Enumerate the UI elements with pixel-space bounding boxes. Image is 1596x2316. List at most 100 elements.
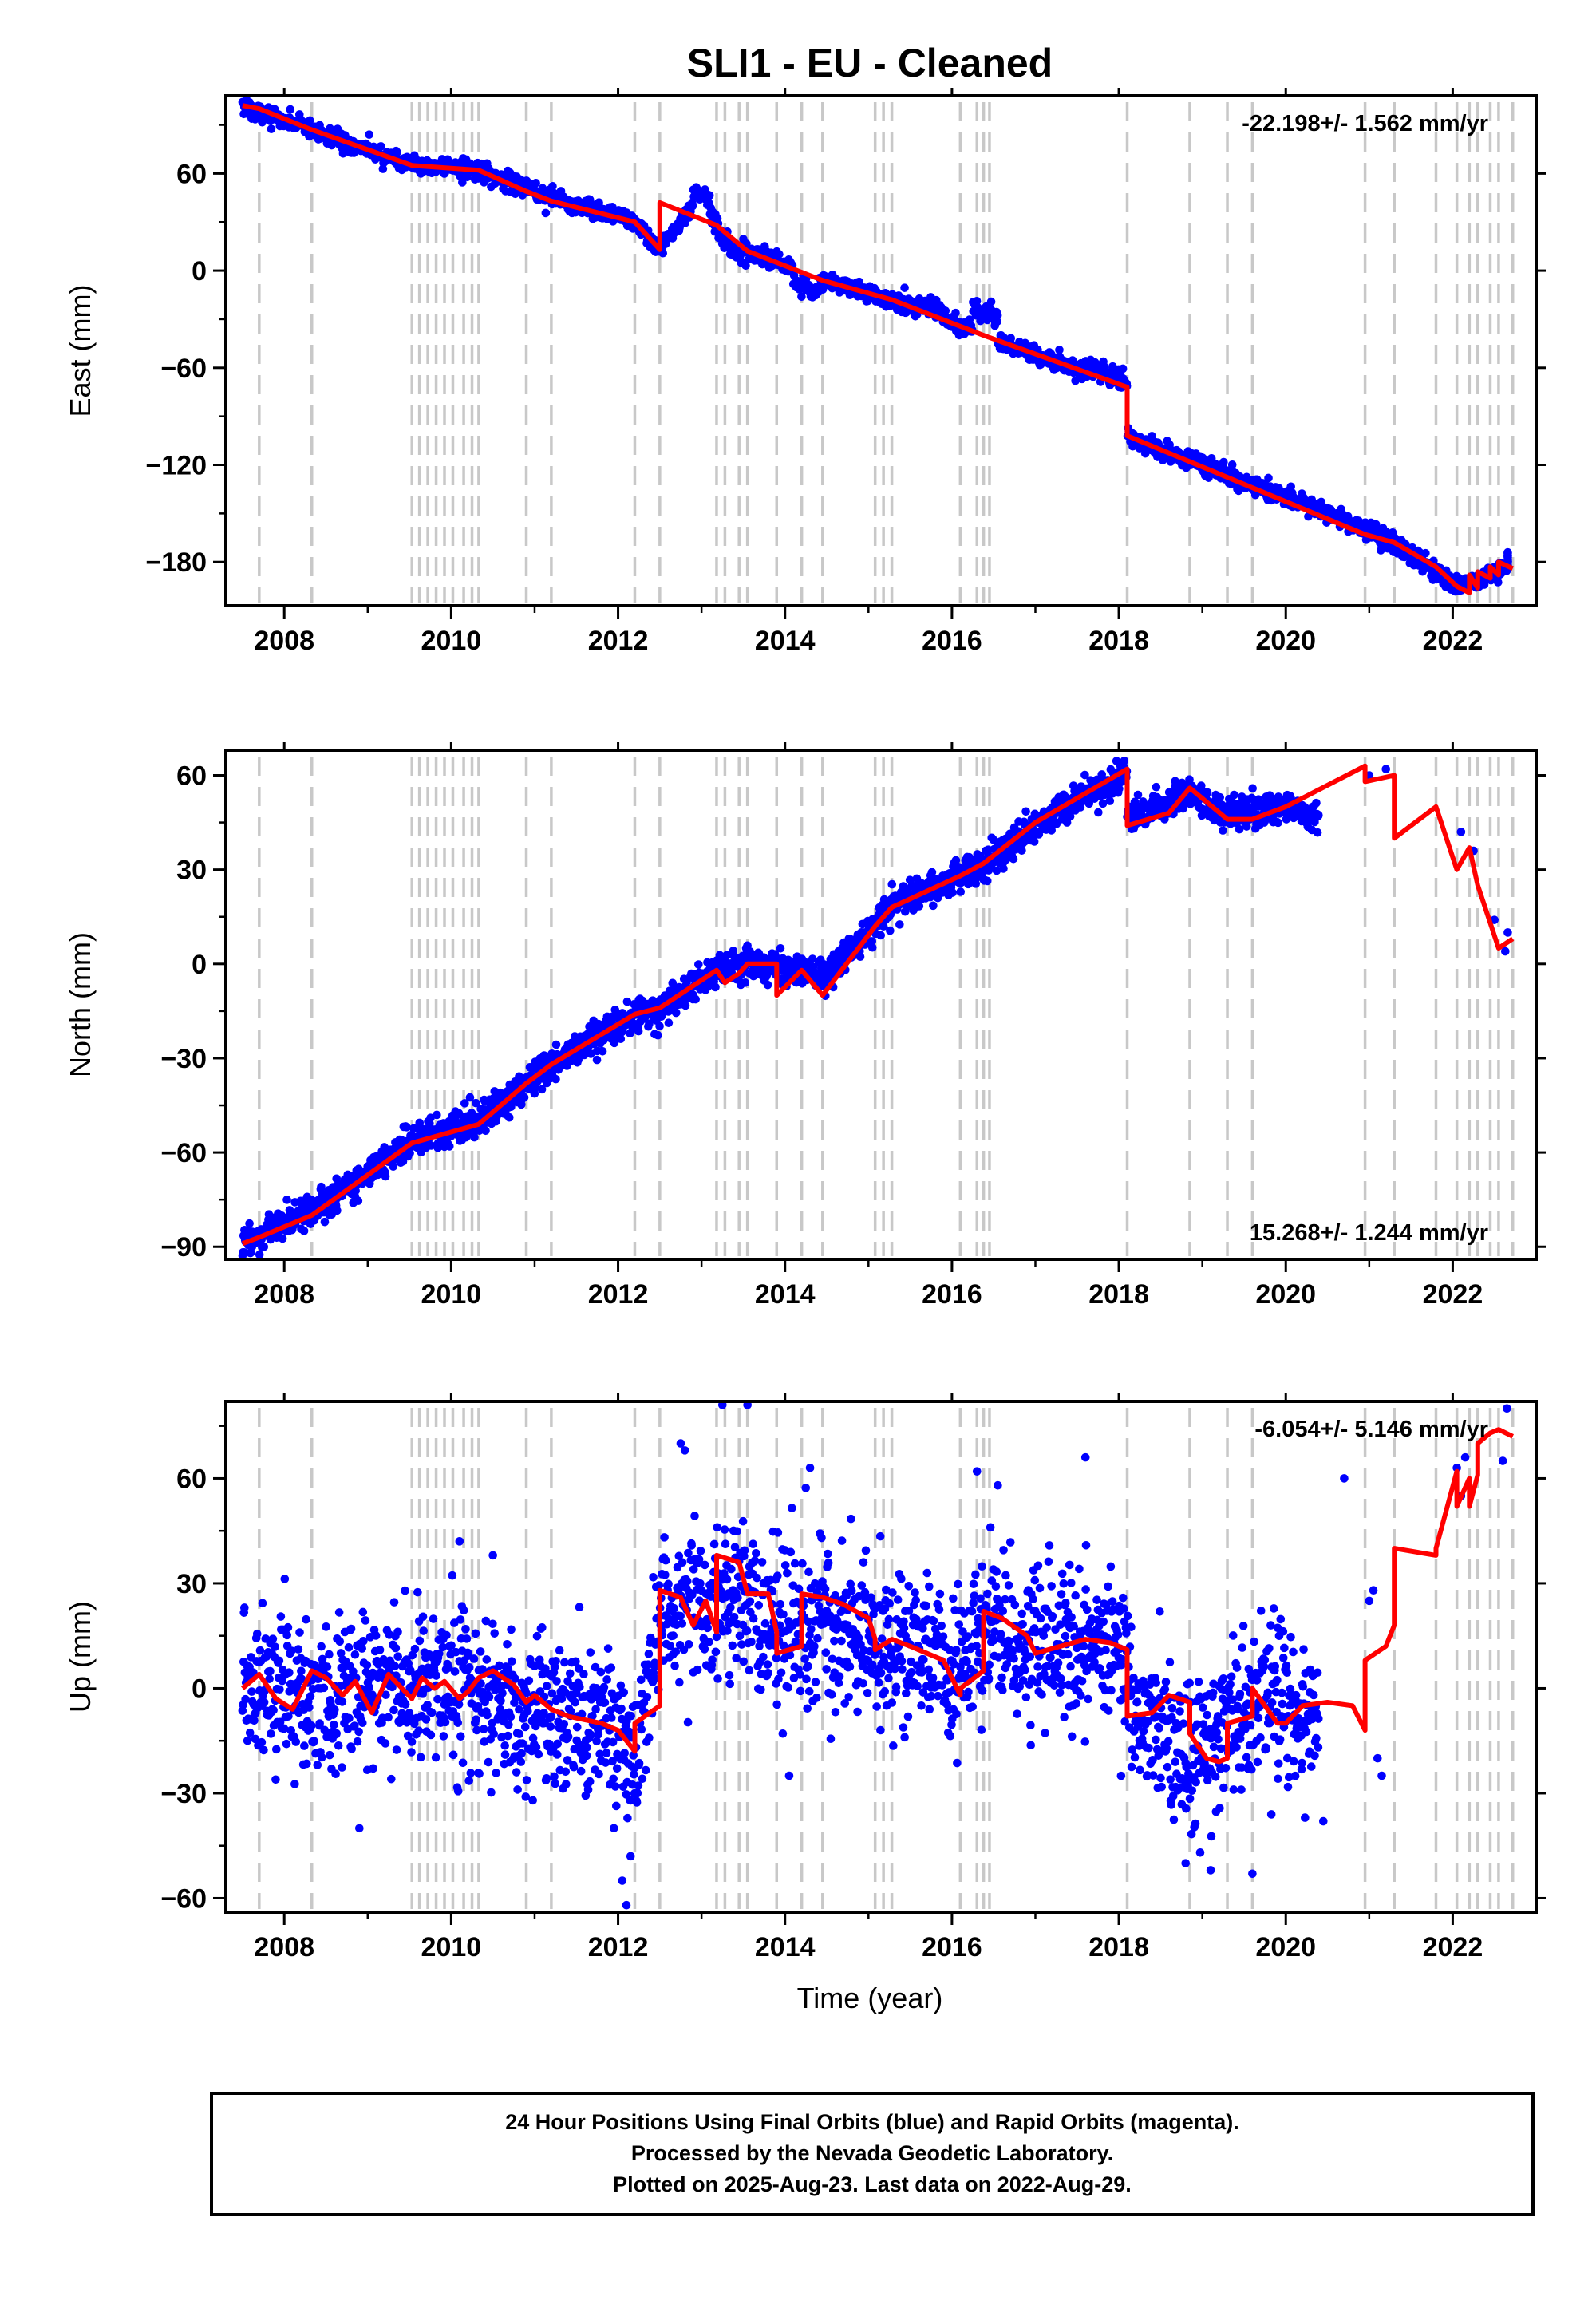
data-point bbox=[358, 1607, 368, 1617]
data-point bbox=[465, 1093, 475, 1102]
rate-label: 15.268+/- 1.244 mm/yr bbox=[1250, 1220, 1488, 1246]
data-point bbox=[1219, 457, 1228, 467]
data-point bbox=[290, 1780, 299, 1788]
data-point bbox=[808, 954, 817, 963]
data-point bbox=[551, 1040, 561, 1049]
data-point bbox=[956, 887, 966, 896]
x-tick-label: 2018 bbox=[1088, 626, 1149, 656]
data-point bbox=[361, 1616, 370, 1625]
data-point bbox=[705, 191, 714, 200]
data-point bbox=[1118, 364, 1128, 373]
data-point bbox=[330, 1705, 339, 1714]
data-point bbox=[1047, 826, 1057, 835]
data-point bbox=[359, 1637, 368, 1646]
data-point bbox=[255, 1250, 264, 1259]
data-point bbox=[358, 1644, 366, 1653]
panel-2: 2008 2010 2012 2014 2016 2018 2020 202260300−30… bbox=[64, 742, 1546, 1310]
data-point bbox=[886, 926, 895, 935]
data-point bbox=[655, 1022, 664, 1030]
data-point bbox=[879, 922, 888, 931]
data-point bbox=[245, 1728, 255, 1737]
data-point bbox=[951, 856, 961, 865]
y-tick-label: −180 bbox=[145, 547, 207, 578]
panels: 2008 2010 2012 2014 2016 2018 2020 2022600−60−1… bbox=[64, 88, 1546, 1962]
data-point bbox=[775, 250, 784, 259]
data-point bbox=[275, 1656, 284, 1666]
data-point bbox=[1009, 854, 1018, 864]
data-point bbox=[365, 130, 373, 139]
data-point bbox=[322, 1622, 330, 1631]
data-point bbox=[1152, 782, 1161, 792]
data-point bbox=[541, 208, 551, 218]
y-tick-label: −120 bbox=[145, 451, 207, 481]
data-point bbox=[299, 1227, 309, 1235]
data-point bbox=[310, 1737, 318, 1745]
data-point bbox=[338, 1763, 346, 1772]
data-point bbox=[1314, 810, 1323, 820]
y-axis: 600−60−120−180 bbox=[145, 124, 1546, 578]
data-point bbox=[358, 1718, 367, 1728]
data-point bbox=[334, 1608, 344, 1617]
x-tick-label: 2020 bbox=[1255, 1279, 1316, 1310]
data-point bbox=[951, 308, 960, 318]
data-point bbox=[317, 1642, 326, 1651]
data-point bbox=[741, 261, 750, 271]
model-line bbox=[242, 103, 1514, 595]
x-axis: 2008 2010 2012 2014 2016 2018 2020 2022 bbox=[254, 742, 1483, 1310]
data-point bbox=[1219, 826, 1227, 835]
data-point bbox=[1055, 346, 1064, 354]
data-point bbox=[271, 1775, 280, 1784]
data-point bbox=[278, 1234, 287, 1243]
data-point bbox=[1021, 807, 1030, 816]
data-point bbox=[350, 1721, 359, 1730]
data-point bbox=[616, 1034, 626, 1044]
data-point bbox=[895, 920, 904, 929]
data-point bbox=[259, 1242, 269, 1251]
x-tick-label: 2016 bbox=[922, 1279, 982, 1310]
data-point bbox=[548, 181, 557, 191]
data-point bbox=[354, 1196, 363, 1205]
x-tick-label: 2014 bbox=[755, 626, 816, 656]
data-point bbox=[622, 997, 632, 1006]
data-point bbox=[1133, 790, 1143, 800]
data-point bbox=[271, 1642, 279, 1651]
data-point bbox=[346, 1624, 356, 1634]
data-point bbox=[302, 1759, 311, 1769]
data-point bbox=[1076, 803, 1085, 812]
data-point bbox=[855, 952, 865, 962]
observation-dots bbox=[238, 1401, 1511, 1910]
rate-label: -22.198+/- 1.562 mm/yr bbox=[1242, 111, 1488, 136]
data-point bbox=[993, 310, 1002, 320]
data-point bbox=[1381, 765, 1391, 773]
data-point bbox=[1165, 440, 1174, 449]
panel-frame bbox=[224, 94, 1538, 607]
data-point bbox=[313, 1761, 322, 1769]
data-point bbox=[268, 1634, 278, 1643]
data-point bbox=[269, 1705, 278, 1715]
data-point bbox=[345, 1713, 354, 1723]
data-point bbox=[1421, 548, 1430, 558]
x-tick-label: 2014 bbox=[755, 1279, 816, 1310]
data-point bbox=[389, 1162, 398, 1171]
y-tick-label: 60 bbox=[176, 761, 207, 792]
data-point bbox=[272, 1745, 281, 1754]
data-point bbox=[1494, 578, 1503, 587]
data-point bbox=[351, 1186, 360, 1196]
data-point bbox=[294, 1645, 303, 1654]
y-tick-label: −30 bbox=[160, 1044, 207, 1074]
data-point bbox=[992, 866, 1001, 875]
data-point bbox=[519, 1093, 529, 1102]
data-point bbox=[634, 1026, 643, 1036]
y-axis-label: North (mm) bbox=[64, 932, 97, 1077]
x-tick-label: 2008 bbox=[254, 1279, 314, 1310]
data-point bbox=[797, 292, 806, 302]
data-point bbox=[1094, 808, 1103, 817]
data-point bbox=[887, 879, 897, 889]
step-lines bbox=[258, 757, 1515, 1256]
data-point bbox=[481, 1126, 490, 1136]
data-point bbox=[1501, 947, 1510, 956]
data-point bbox=[986, 297, 996, 306]
x-tick-label: 2012 bbox=[588, 1279, 649, 1310]
